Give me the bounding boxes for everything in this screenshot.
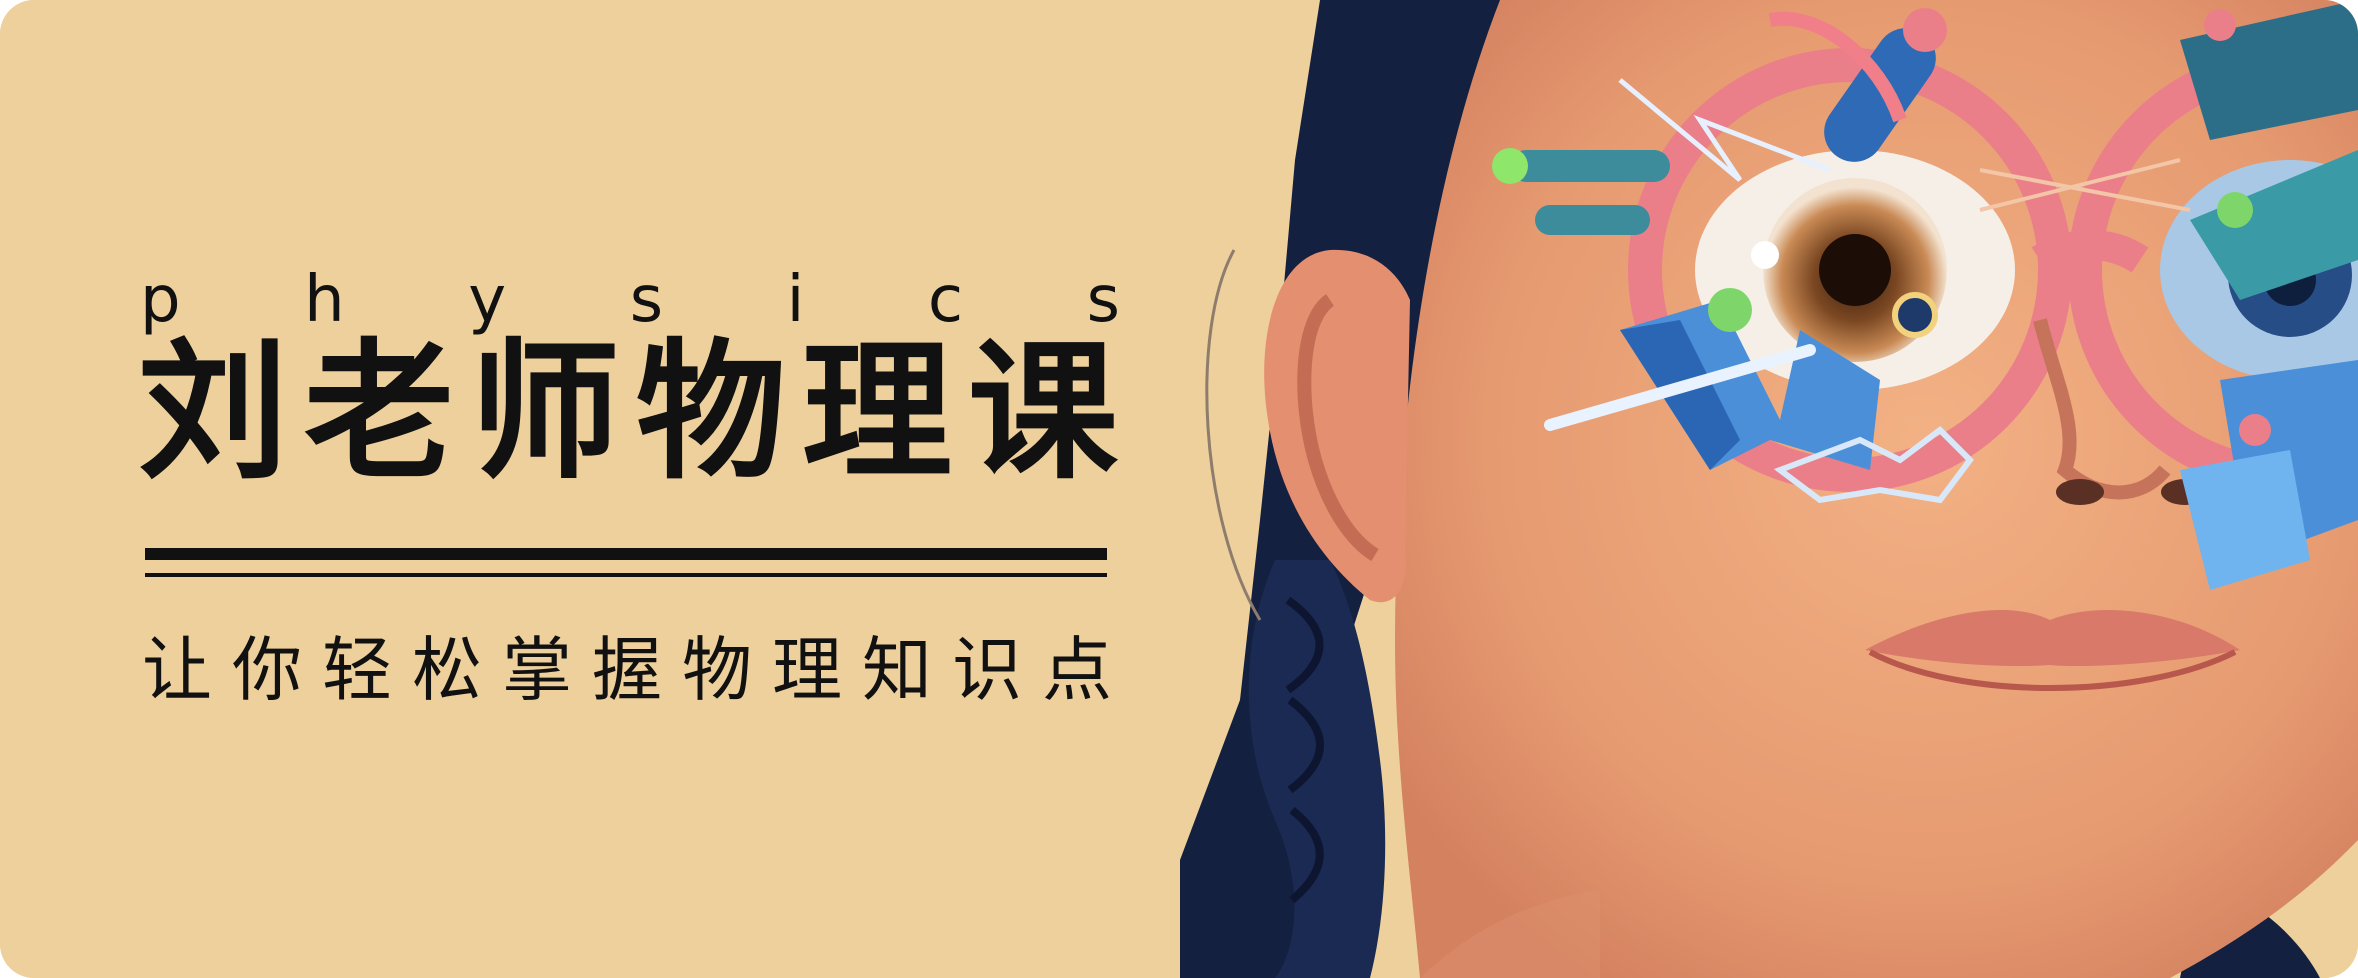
course-title: 刘 老 师 物 理 课 bbox=[138, 330, 1118, 495]
subtitle-char: 物 bbox=[682, 629, 752, 711]
kicker-letter: y bbox=[468, 263, 507, 337]
kicker-letter: s bbox=[1086, 263, 1120, 337]
subtitle-char: 理 bbox=[772, 629, 842, 711]
subtitle-char: 点 bbox=[1042, 629, 1112, 711]
subtitle-char: 让 bbox=[142, 629, 212, 711]
subtitle-char: 掌 bbox=[502, 629, 572, 711]
subtitle-char: 轻 bbox=[322, 629, 392, 711]
title-char: 物 bbox=[635, 324, 786, 500]
physics-kicker: p h y s i c s bbox=[140, 268, 1120, 332]
title-char: 老 bbox=[303, 324, 454, 500]
kicker-letter: i bbox=[786, 263, 805, 337]
kicker-letter: p bbox=[140, 263, 181, 337]
course-subtitle: 让 你 轻 松 掌 握 物 理 知 识 点 bbox=[142, 632, 1112, 709]
subtitle-char: 识 bbox=[952, 629, 1022, 711]
kicker-letter: c bbox=[927, 263, 964, 337]
divider-thin bbox=[145, 573, 1107, 577]
kicker-letter: s bbox=[629, 263, 664, 337]
subtitle-char: 握 bbox=[592, 629, 662, 711]
title-char: 师 bbox=[469, 324, 620, 500]
subtitle-char: 你 bbox=[232, 629, 302, 711]
divider-thick bbox=[145, 548, 1107, 560]
title-char: 刘 bbox=[138, 324, 289, 500]
subtitle-char: 知 bbox=[862, 629, 932, 711]
girl-illustration bbox=[1180, 0, 2358, 978]
title-char: 理 bbox=[801, 324, 952, 500]
title-char: 课 bbox=[967, 324, 1118, 500]
subtitle-char: 松 bbox=[412, 629, 482, 711]
text-panel: p h y s i c s 刘 老 师 物 理 课 让 你 轻 松 掌 握 物 … bbox=[138, 268, 1120, 709]
kicker-letter: h bbox=[304, 263, 345, 337]
